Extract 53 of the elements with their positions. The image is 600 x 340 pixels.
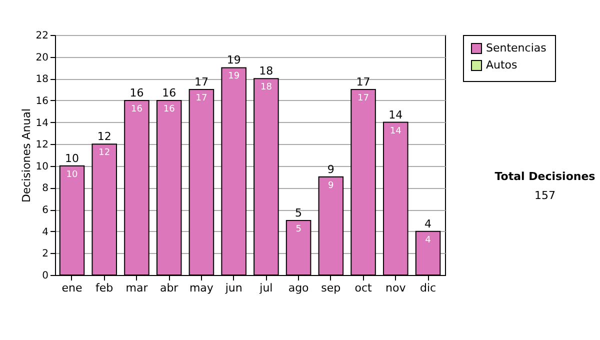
x-tick-label: oct [354,282,373,294]
x-tick-label: abr [160,282,179,294]
data-label: 4 [425,235,432,246]
text: Total Decisiones [494,170,596,183]
data-label: 14 [390,126,402,136]
x-tick-label: jul [258,282,273,294]
data-label: 16 [163,104,176,114]
legend-label: Autos [486,58,518,72]
x-tick-label: dic [420,282,436,294]
data-label: 19 [228,72,240,82]
total-label: 19 [226,54,241,67]
x-tick-label: mar [126,282,148,294]
data-label: 5 [296,224,302,234]
total-label: 14 [388,108,403,122]
y-tick-label: 6 [42,205,48,216]
y-tick-label: 12 [36,140,48,151]
total-label: 17 [356,76,370,89]
total-label: 5 [295,206,302,220]
text: 157 [534,189,556,202]
x-tick-label: may [189,282,214,294]
x-tick-label: ago [288,282,310,294]
data-label: 9 [328,180,334,191]
x-tick-label: ene [62,282,82,294]
total-label: 9 [327,162,334,176]
y-tick-label: 10 [36,161,48,172]
x-tick-label: nov [386,282,406,294]
total-label: 16 [130,86,144,100]
total-label: 10 [64,152,79,165]
y-tick-label: 16 [36,96,48,107]
y-tick-label: 14 [36,118,48,129]
legend-label: Sentencias [486,42,547,54]
y-tick-label: 18 [36,74,48,86]
x-tick-label: sep [321,282,341,294]
y-tick-label: 2 [42,248,48,260]
y-tick-label: 22 [36,30,48,42]
data-label: 18 [260,82,272,93]
data-label: 17 [358,94,370,104]
total-label: 17 [194,76,208,89]
total-label: 4 [424,217,432,230]
data-label: 10 [66,170,78,180]
y-tick-label: 4 [42,226,48,238]
x-tick-label: feb [96,282,114,294]
total-label: 12 [97,130,112,144]
data-label: 17 [196,94,208,104]
total-label: 16 [162,86,176,100]
y-tick-label: 20 [36,52,48,64]
y-tick-label: 8 [42,183,48,194]
y-axis-title: Decisiones Anual [20,108,33,203]
x-tick-label: jun [224,282,242,294]
y-tick-label: 0 [42,270,48,282]
data-label: 12 [98,148,110,158]
total-label: 18 [259,64,274,78]
data-label: 16 [130,104,143,114]
